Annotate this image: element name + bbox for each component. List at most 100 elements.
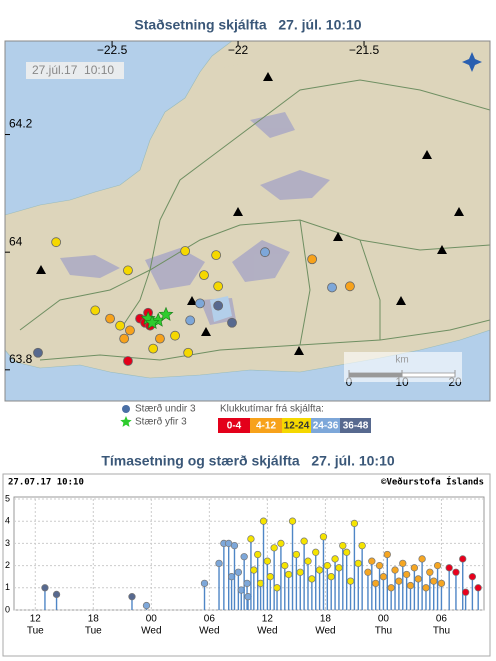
lat-label: 64.2 <box>9 117 33 131</box>
x-tick-label: 18 <box>88 614 100 625</box>
compass <box>462 52 482 72</box>
large-quake <box>144 315 160 330</box>
chart-timestamp: 27.07.17 10:10 <box>8 478 84 488</box>
map-frame <box>4 40 491 402</box>
quake <box>123 356 133 366</box>
stem-head <box>410 564 419 572</box>
stem-head <box>375 561 384 570</box>
scale-bg <box>344 352 462 382</box>
x-tick-day: Tue <box>85 626 102 637</box>
large-quake <box>158 306 174 321</box>
stem-head <box>296 568 304 576</box>
legend-swatch <box>282 418 311 433</box>
stem-head <box>230 541 239 550</box>
stem-head <box>354 559 362 568</box>
chart-title: Tímasetning og stærð skjálfta 27. júl. 1… <box>101 453 395 469</box>
quake <box>227 317 237 328</box>
quake <box>195 298 205 309</box>
y-tick-label: 0 <box>5 604 10 614</box>
lon-label: −21.5 <box>349 43 380 57</box>
quake <box>260 247 270 258</box>
legend-small: Stærð undir 3 <box>135 403 196 415</box>
lon-label: −22 <box>228 43 249 57</box>
quake <box>199 270 209 281</box>
quake <box>213 300 224 311</box>
stem-head <box>200 579 209 588</box>
quake <box>51 237 62 248</box>
stem-head <box>343 548 351 556</box>
legend-title: Klukkutímar frá skjálfta: <box>220 404 324 415</box>
stem-head <box>452 568 460 576</box>
chart-frame <box>2 473 491 657</box>
stem-head <box>335 564 343 572</box>
stem-head <box>406 581 415 590</box>
stem-head <box>273 584 281 592</box>
quake <box>345 281 355 292</box>
stem-head <box>247 535 255 543</box>
x-tick-label: 12 <box>30 614 42 625</box>
stem-head <box>402 570 411 579</box>
map: km01020 27.júl.17 10:10 <box>5 41 490 401</box>
stem-head <box>300 537 308 545</box>
x-tick-day: Wed <box>141 626 161 637</box>
stem-head <box>319 533 328 541</box>
legend-swatch <box>218 418 250 433</box>
stem-head <box>433 561 442 570</box>
x-tick-label: 18 <box>320 614 332 625</box>
lon-label: −22.5 <box>97 43 128 57</box>
stem-head <box>372 579 380 588</box>
legend-label: 0-4 <box>227 421 242 432</box>
x-tick-day: Wed <box>199 626 219 637</box>
map-title: Staðsetning skjálfta 27. júl. 10:10 <box>134 17 361 33</box>
y-tick-label: 3 <box>5 538 10 548</box>
stem-head <box>304 557 312 565</box>
stem-head <box>327 573 335 581</box>
landmarks <box>36 72 464 355</box>
stem-head <box>270 544 278 552</box>
stem-head <box>288 517 297 525</box>
stem-head <box>358 541 366 550</box>
y-tick-label: 4 <box>5 516 10 526</box>
stem-head <box>379 573 388 581</box>
stem-head <box>240 553 248 561</box>
stem-head <box>285 570 293 579</box>
legend-small-marker <box>122 405 130 413</box>
legend-label: 36-48 <box>343 421 369 432</box>
stem-head <box>430 577 438 585</box>
legend-large-marker <box>120 416 132 427</box>
stem-head <box>445 564 453 572</box>
stem-head <box>468 573 477 581</box>
stem-head <box>426 568 434 576</box>
stem-head <box>399 559 407 568</box>
x-tick-label: 06 <box>436 614 448 625</box>
quake <box>115 320 126 331</box>
stem-head <box>395 577 403 585</box>
lat-label: 64 <box>9 234 23 248</box>
quake <box>33 347 43 358</box>
stem-head <box>437 579 446 588</box>
x-tick-label: 00 <box>146 614 158 625</box>
quake <box>170 330 180 341</box>
stem-head <box>292 550 301 559</box>
quake <box>125 325 135 336</box>
stem-head <box>383 550 391 559</box>
timestamp-box <box>26 62 124 79</box>
quake <box>105 313 115 324</box>
stem-head <box>459 555 467 563</box>
x-tick-label: 00 <box>378 614 390 625</box>
stem-head <box>259 517 268 525</box>
stem-head <box>215 559 223 568</box>
x-tick-day: Tue <box>27 626 44 637</box>
stem-head <box>474 584 482 592</box>
credit: ©Veðurstofa Íslands <box>381 476 484 488</box>
stem-head <box>461 588 470 596</box>
y-tick-label: 5 <box>5 493 10 503</box>
x-tick-day: Wed <box>315 626 335 637</box>
legend-swatch <box>311 418 340 433</box>
stem-head <box>263 557 272 565</box>
legend-label: 24-36 <box>313 421 339 432</box>
quake <box>213 281 224 292</box>
stem-head <box>331 555 339 563</box>
stem-head <box>323 561 331 570</box>
